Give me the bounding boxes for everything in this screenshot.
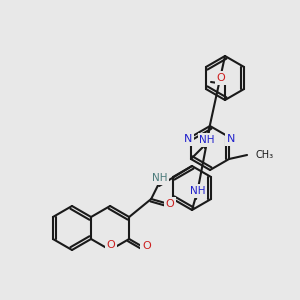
Text: O: O: [166, 199, 175, 209]
Text: O: O: [142, 241, 151, 251]
Text: O: O: [107, 240, 116, 250]
Text: O: O: [217, 73, 225, 83]
Text: NH: NH: [152, 173, 168, 183]
Text: NH: NH: [199, 135, 215, 145]
Text: CH₃: CH₃: [255, 150, 273, 160]
Text: N: N: [227, 134, 235, 144]
Text: NH: NH: [190, 186, 206, 196]
Text: N: N: [184, 134, 192, 144]
